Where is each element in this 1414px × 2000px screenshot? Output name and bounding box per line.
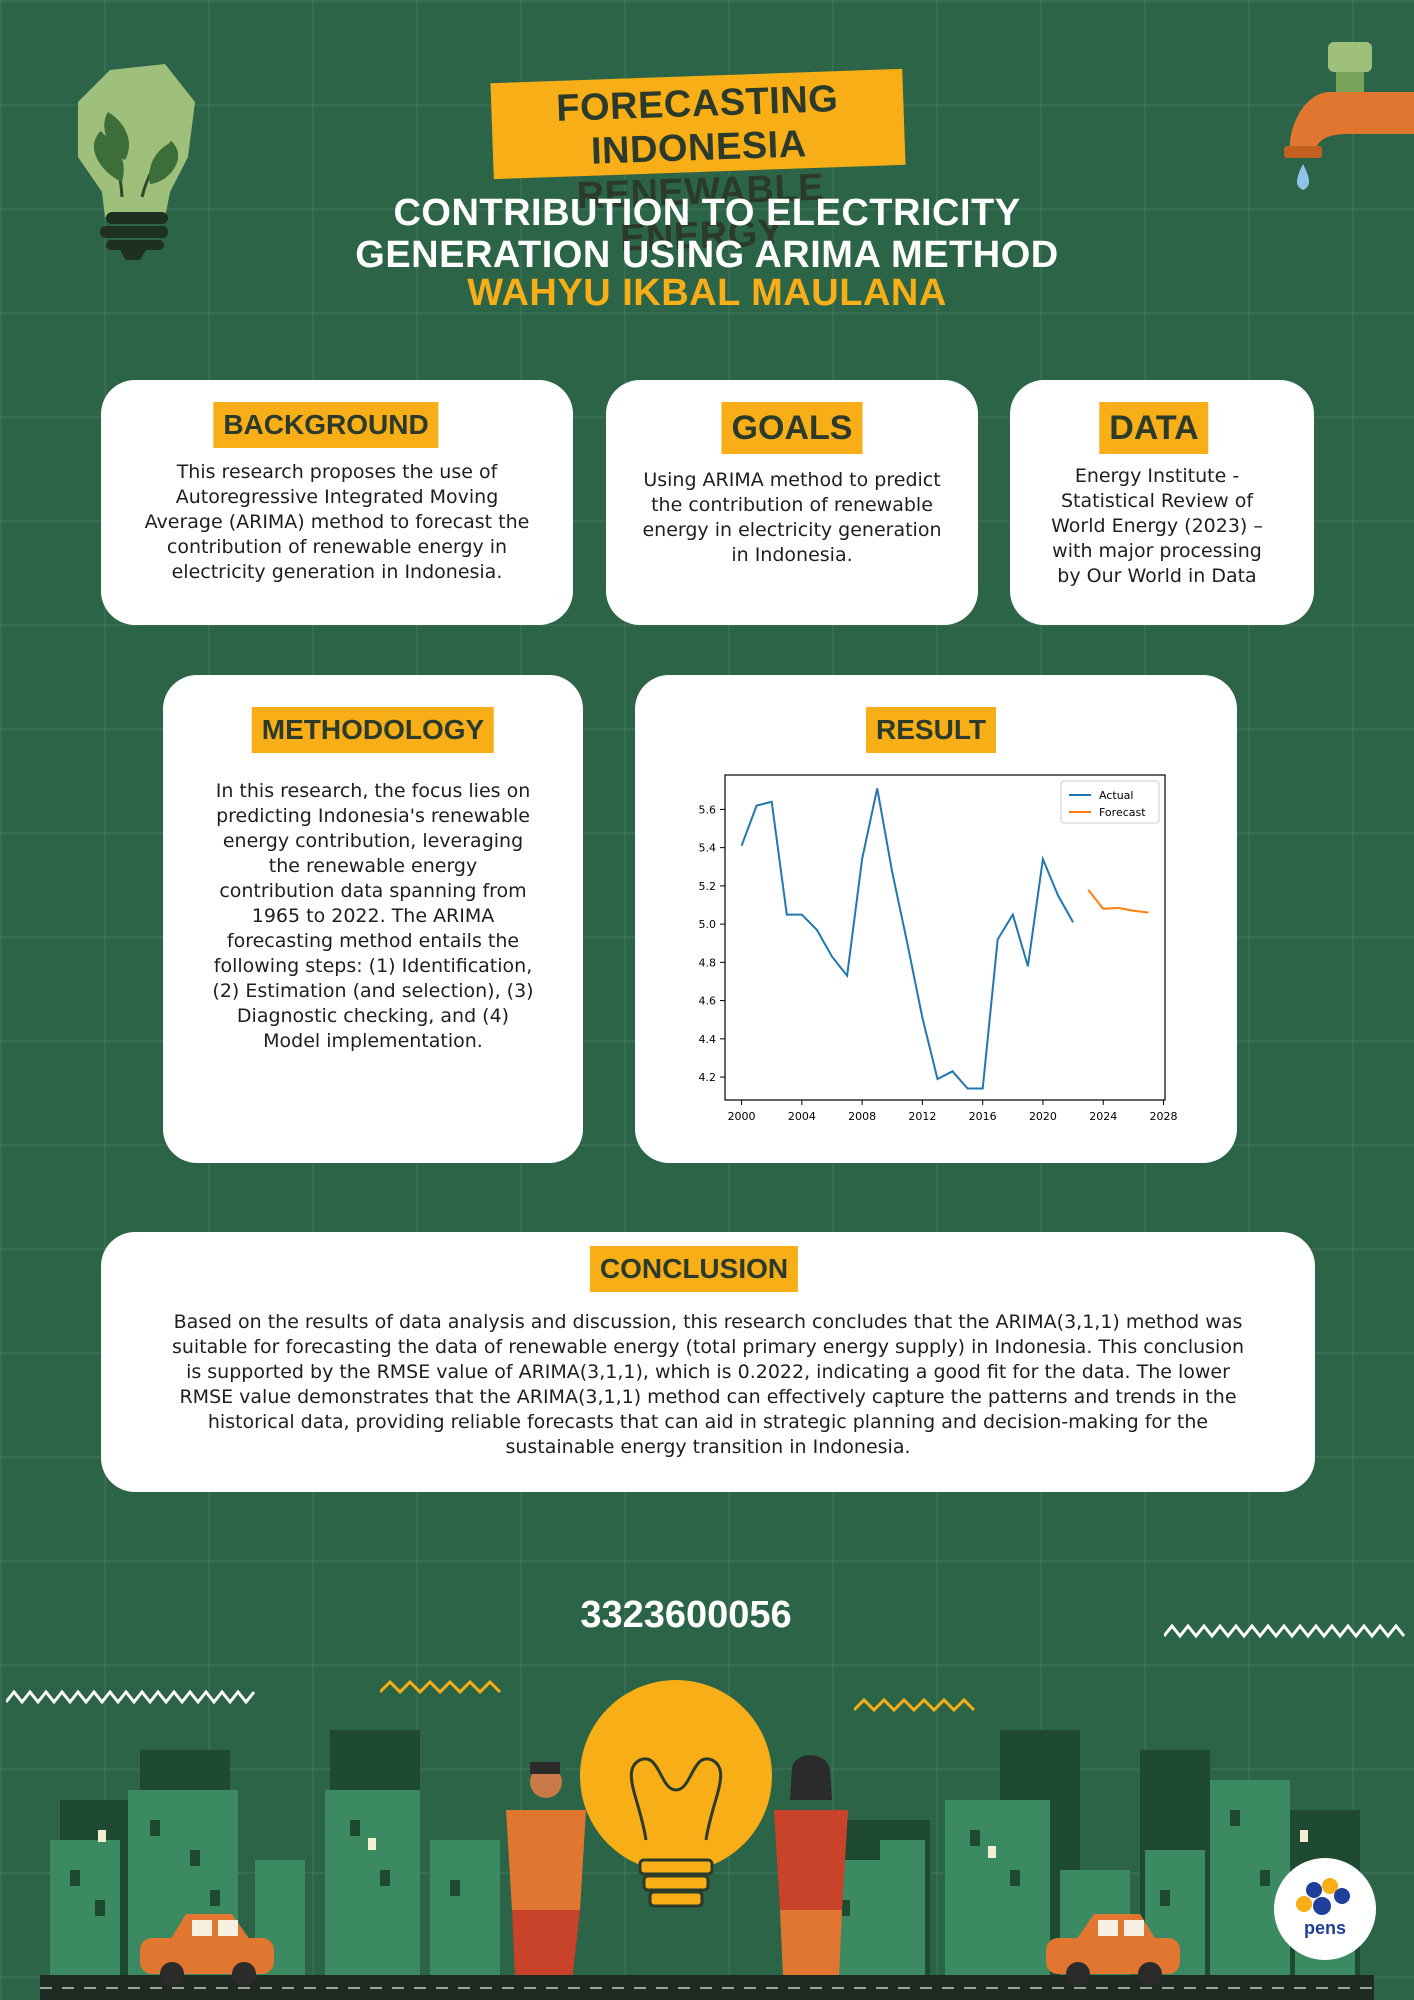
result-line-chart: 2000 2004 2008 2012 2016 2020 2024 2028 4.2 4.4 4.… bbox=[699, 774, 1177, 1123]
background-card: BACKGROUND This research proposes the us… bbox=[101, 380, 573, 625]
legend-label-forecast: Forecast bbox=[1099, 806, 1146, 819]
y-tick-label: 5.6 bbox=[699, 803, 717, 816]
car-left-illustration bbox=[140, 1914, 274, 1986]
zigzag-decoration bbox=[1164, 1623, 1406, 1639]
title-highlight: FORECASTING INDONESIA RENEWABLE ENERGY bbox=[490, 68, 906, 260]
chart-plot-frame bbox=[724, 774, 1166, 1101]
subtitle-line-2: GENERATION USING ARIMA METHOD bbox=[355, 234, 1059, 276]
city-skyline-illustration bbox=[40, 1680, 1374, 2000]
methodology-text: In this research, the focus lies on pred… bbox=[212, 780, 534, 1052]
result-heading: RESULT bbox=[866, 707, 996, 753]
y-tick-label: 4.6 bbox=[699, 995, 717, 1008]
result-card: RESULT 2000 2004 2008 2012 2016 2020 2024 2028 4… bbox=[635, 675, 1237, 1163]
goals-card: GOALS Using ARIMA method to predict the … bbox=[606, 380, 978, 625]
x-tick-label: 2004 bbox=[788, 1110, 816, 1123]
goals-heading: GOALS bbox=[721, 402, 863, 454]
page-subtitle: CONTRIBUTION TO ELECTRICITY GENERATION U… bbox=[0, 192, 1414, 276]
data-card: DATA Energy Institute - Statistical Revi… bbox=[1010, 380, 1314, 625]
x-tick-label: 2012 bbox=[908, 1110, 936, 1123]
conclusion-heading: CONCLUSION bbox=[589, 1246, 799, 1292]
goals-text: Using ARIMA method to predict the contri… bbox=[642, 469, 942, 566]
pens-logo-text: pens bbox=[1303, 1918, 1346, 1938]
subtitle-line-1: CONTRIBUTION TO ELECTRICITY bbox=[393, 192, 1021, 234]
methodology-card: METHODOLOGY In this research, the focus … bbox=[163, 675, 583, 1163]
pens-logo: pens bbox=[1274, 1858, 1376, 1960]
data-text: Energy Institute - Statistical Review of… bbox=[1051, 465, 1263, 587]
student-id: 3323600056 bbox=[580, 1594, 792, 1636]
methodology-heading: METHODOLOGY bbox=[251, 707, 495, 753]
leaf-lightbulb-icon bbox=[78, 64, 195, 260]
x-tick-label: 2008 bbox=[848, 1110, 876, 1123]
series-line-actual bbox=[740, 788, 1074, 1090]
background-heading: BACKGROUND bbox=[213, 402, 439, 448]
page-title-line-1: FORECASTING INDONESIA bbox=[555, 78, 839, 173]
data-heading: DATA bbox=[1099, 402, 1209, 454]
car-right-illustration bbox=[1046, 1914, 1180, 1986]
person-right-illustration bbox=[774, 1755, 848, 2000]
zigzag-decoration bbox=[854, 1697, 976, 1713]
y-tick-label: 4.2 bbox=[699, 1071, 717, 1084]
water-faucet-icon bbox=[1284, 42, 1414, 190]
y-tick-label: 5.0 bbox=[699, 918, 717, 931]
x-tick-label: 2028 bbox=[1149, 1110, 1177, 1123]
series-line-forecast bbox=[1087, 889, 1149, 914]
background-text: This research proposes the use of Autore… bbox=[144, 461, 530, 583]
person-left-illustration bbox=[506, 1762, 586, 2000]
x-tick-label: 2024 bbox=[1089, 1110, 1117, 1123]
y-tick-label: 5.4 bbox=[699, 842, 717, 855]
conclusion-text: Based on the results of data analysis an… bbox=[171, 1311, 1244, 1458]
y-tick-label: 4.8 bbox=[699, 956, 717, 969]
zigzag-decoration bbox=[6, 1689, 256, 1705]
x-tick-label: 2016 bbox=[969, 1110, 997, 1123]
legend-label-actual: Actual bbox=[1099, 789, 1133, 802]
conclusion-card: CONCLUSION Based on the results of data … bbox=[101, 1232, 1315, 1492]
y-tick-label: 4.4 bbox=[699, 1033, 717, 1046]
author-name: WAHYU IKBAL MAULANA bbox=[467, 272, 947, 314]
x-tick-label: 2000 bbox=[728, 1110, 756, 1123]
zigzag-decoration bbox=[380, 1679, 502, 1695]
pens-logo-icon bbox=[1296, 1878, 1350, 1915]
x-tick-label: 2020 bbox=[1029, 1110, 1057, 1123]
y-tick-label: 5.2 bbox=[699, 880, 717, 893]
